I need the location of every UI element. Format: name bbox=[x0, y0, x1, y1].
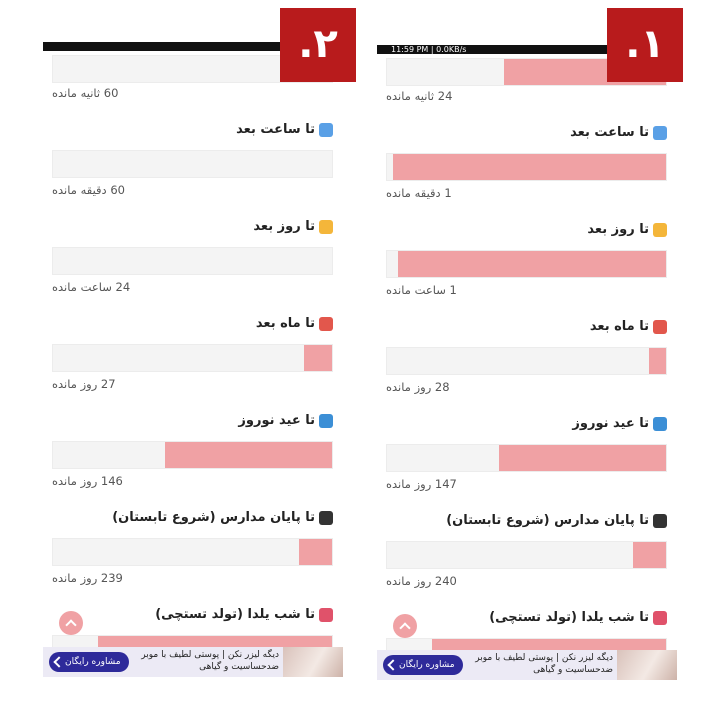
ad-banner[interactable]: دیگه لیزر نکن | پوستی لطیف با موبر ضدحسا… bbox=[377, 650, 677, 680]
progress-track bbox=[52, 150, 333, 178]
step-badge: .۱ bbox=[607, 8, 683, 82]
progress-fill bbox=[398, 251, 666, 277]
countdown-icon bbox=[319, 414, 333, 428]
countdown-label: تا ساعت بعد bbox=[570, 125, 649, 140]
progress-track bbox=[386, 444, 667, 472]
countdown-icon bbox=[653, 223, 667, 237]
countdown-icon bbox=[319, 608, 333, 622]
progress-fill bbox=[298, 539, 332, 565]
countdown-label: تا روز بعد bbox=[253, 219, 315, 234]
phone-screen: 11:59 PM | 0.0KB/s 24 ثانیه مانده تا ساعت … bbox=[377, 45, 677, 680]
countdown-label: تا عید نوروز bbox=[238, 413, 315, 428]
remaining-text: 147 روز مانده bbox=[386, 477, 457, 491]
remaining-text: 24 ساعت مانده bbox=[52, 280, 131, 294]
ad-image bbox=[283, 647, 343, 677]
progress-fill bbox=[498, 445, 666, 471]
countdown-icon bbox=[653, 320, 667, 334]
countdown-icon bbox=[653, 514, 667, 528]
remaining-text: 239 روز مانده bbox=[52, 571, 123, 585]
ad-text: دیگه لیزر نکن | پوستی لطیف با موبر ضدحسا… bbox=[141, 650, 279, 672]
progress-track bbox=[52, 441, 333, 469]
countdown-icon bbox=[319, 511, 333, 525]
countdown-label: تا ماه بعد bbox=[589, 319, 649, 334]
progress-track bbox=[52, 247, 333, 275]
ad-button[interactable]: مشاوره رایگان bbox=[49, 652, 129, 672]
progress-track bbox=[386, 153, 667, 181]
countdown-icon bbox=[319, 317, 333, 331]
countdown-label: تا شب یلدا (تولد تستچی) bbox=[155, 607, 315, 622]
countdown-label: تا ساعت بعد bbox=[236, 122, 315, 137]
ad-button[interactable]: مشاوره رایگان bbox=[383, 655, 463, 675]
countdown-label: تا پایان مدارس (شروع تابستان) bbox=[112, 510, 315, 525]
countdown-label: تا عید نوروز bbox=[572, 416, 649, 431]
status-bar: 11:59 PM | 0.0KB/s bbox=[377, 45, 677, 54]
remaining-text: 27 روز مانده bbox=[52, 377, 116, 391]
remaining-text: 1 دقیقه مانده bbox=[386, 186, 452, 200]
progress-fill bbox=[164, 442, 332, 468]
scroll-top-button[interactable] bbox=[59, 611, 83, 635]
ad-text: دیگه لیزر نکن | پوستی لطیف با موبر ضدحسا… bbox=[475, 653, 613, 675]
progress-track bbox=[386, 347, 667, 375]
progress-track bbox=[386, 250, 667, 278]
countdown-label: تا شب یلدا (تولد تستچی) bbox=[489, 610, 649, 625]
step-badge: .۲ bbox=[280, 8, 356, 82]
remaining-text: 60 ثانیه مانده bbox=[52, 86, 119, 100]
countdown-icon bbox=[319, 220, 333, 234]
remaining-text: 28 روز مانده bbox=[386, 380, 450, 394]
progress-track bbox=[52, 538, 333, 566]
remaining-text: 240 روز مانده bbox=[386, 574, 457, 588]
countdown-label: تا روز بعد bbox=[587, 222, 649, 237]
countdown-icon bbox=[653, 417, 667, 431]
status-bar bbox=[43, 42, 343, 51]
progress-fill bbox=[649, 348, 666, 374]
progress-fill bbox=[304, 345, 332, 371]
countdown-label: تا پایان مدارس (شروع تابستان) bbox=[446, 513, 649, 528]
progress-track bbox=[52, 344, 333, 372]
ad-image bbox=[617, 650, 677, 680]
remaining-text: 24 ثانیه مانده bbox=[386, 89, 453, 103]
remaining-text: 146 روز مانده bbox=[52, 474, 123, 488]
phone-screen: 60 ثانیه مانده تا ساعت بعد 60 دقیقه مانده ت… bbox=[43, 42, 343, 677]
countdown-label: تا ماه بعد bbox=[255, 316, 315, 331]
countdown-icon bbox=[319, 123, 333, 137]
countdown-icon bbox=[653, 611, 667, 625]
ad-banner[interactable]: دیگه لیزر نکن | پوستی لطیف با موبر ضدحسا… bbox=[43, 647, 343, 677]
progress-track bbox=[386, 541, 667, 569]
remaining-text: 60 دقیقه مانده bbox=[52, 183, 125, 197]
progress-fill bbox=[632, 542, 666, 568]
countdown-icon bbox=[653, 126, 667, 140]
progress-fill bbox=[392, 154, 666, 180]
remaining-text: 1 ساعت مانده bbox=[386, 283, 457, 297]
scroll-top-button[interactable] bbox=[393, 614, 417, 638]
